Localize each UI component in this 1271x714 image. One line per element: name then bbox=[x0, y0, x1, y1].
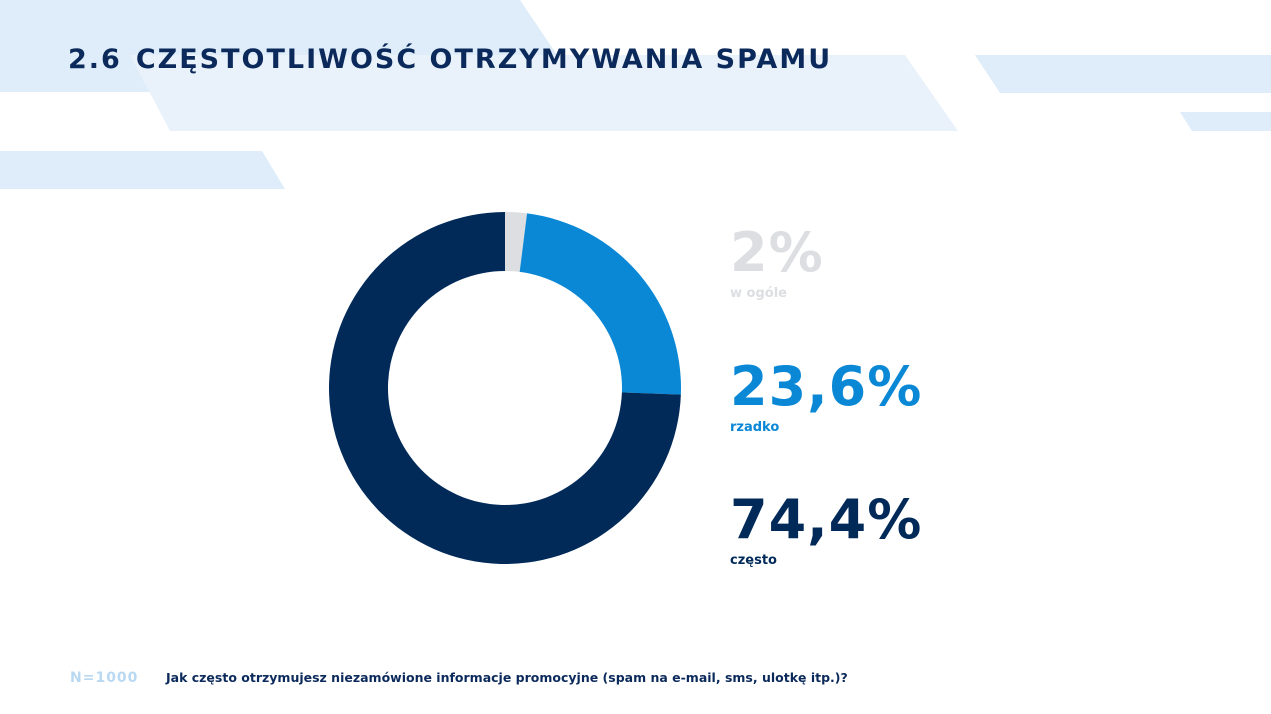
bg-stripe bbox=[975, 55, 1271, 93]
title-number: 2.6 bbox=[68, 44, 122, 75]
legend-label: rzadko bbox=[730, 420, 780, 435]
donut-chart bbox=[329, 212, 681, 564]
page-title: 2.6 CZĘSTOTLIWOŚĆ OTRZYMYWANIA SPAMU bbox=[68, 44, 832, 75]
bg-stripe bbox=[130, 55, 958, 131]
legend-label: często bbox=[730, 553, 777, 568]
legend-item-czesto: 74,4% często bbox=[730, 488, 923, 569]
sample-size: N=1000 bbox=[70, 670, 139, 686]
survey-question: Jak często otrzymujesz niezamówione info… bbox=[166, 670, 848, 685]
donut-slice-1 bbox=[505, 212, 528, 272]
legend-value: 2% bbox=[730, 221, 824, 284]
legend-value: 74,4% bbox=[730, 488, 923, 551]
bg-stripe bbox=[0, 151, 285, 189]
legend-value: 23,6% bbox=[730, 355, 923, 418]
donut-slice-3 bbox=[329, 212, 681, 564]
legend-label: w ogóle bbox=[730, 286, 787, 301]
donut-slice-2 bbox=[519, 213, 681, 395]
title-text: CZĘSTOTLIWOŚĆ OTRZYMYWANIA SPAMU bbox=[135, 44, 833, 75]
bg-stripe bbox=[1180, 112, 1271, 131]
legend-item-rzadko: 23,6% rzadko bbox=[730, 355, 923, 436]
legend-item-w-ogole: 2% w ogóle bbox=[730, 221, 824, 302]
